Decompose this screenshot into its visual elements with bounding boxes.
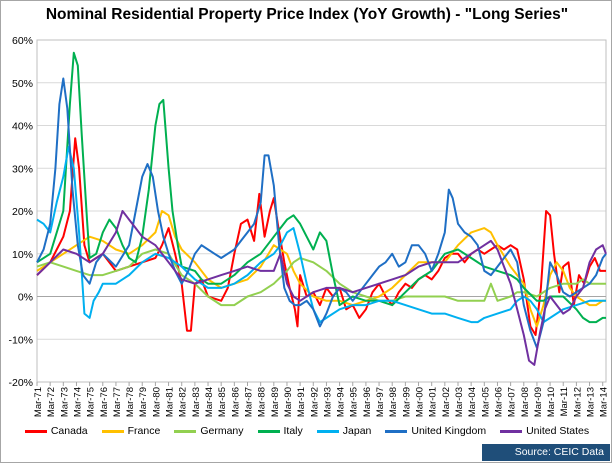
- x-tick-label: Mar-99: [401, 387, 412, 417]
- legend-swatch: [257, 429, 280, 433]
- x-tick-label: Mar-11: [559, 387, 570, 416]
- x-tick-label: Mar-05: [480, 387, 491, 417]
- x-tick-label: Mar-84: [204, 387, 215, 417]
- x-tick-label: Mar-76: [99, 387, 110, 417]
- x-tick-label: Mar-94: [336, 387, 347, 417]
- x-tick-label: Mar-90: [283, 387, 294, 417]
- y-tick-label: 10%: [12, 249, 33, 261]
- x-tick-label: Mar-10: [546, 387, 557, 417]
- x-tick-label: Mar-77: [112, 387, 123, 417]
- x-tick-label: Mar-87: [243, 387, 254, 417]
- x-tick-label: Mar-85: [217, 387, 228, 417]
- x-tick-label: Mar-79: [138, 387, 149, 417]
- legend-swatch: [174, 429, 197, 433]
- x-tick-label: Mar-03: [454, 387, 465, 417]
- chart-legend: Canada France Germany Italy Japan United King…: [0, 425, 614, 437]
- legend-item: United States: [500, 425, 589, 437]
- y-tick-label: 50%: [12, 78, 33, 90]
- y-tick-label: -20%: [8, 377, 33, 389]
- x-tick-label: Mar-08: [520, 387, 531, 417]
- y-tick-label: 60%: [12, 35, 33, 47]
- x-tick-label: Mar-12: [572, 387, 583, 417]
- x-tick-label: Mar-93: [322, 387, 333, 417]
- series-line-italy: [36, 51, 606, 324]
- x-tick-label: Mar-06: [493, 387, 504, 417]
- x-tick-label: Mar-00: [415, 387, 426, 417]
- y-tick-label: 20%: [12, 206, 33, 218]
- legend-item: Italy: [257, 425, 303, 437]
- legend-item: France: [101, 425, 161, 437]
- x-tick-label: Mar-81: [165, 387, 176, 417]
- x-tick-label: Mar-78: [125, 387, 136, 417]
- plot-area: [36, 39, 607, 383]
- legend-label: Canada: [50, 425, 88, 437]
- x-tick-label: Mar-09: [533, 387, 544, 417]
- legend-swatch: [24, 429, 47, 433]
- legend-label: Italy: [283, 425, 303, 437]
- x-tick-label: Mar-75: [86, 387, 97, 417]
- y-tick-label: -10%: [8, 334, 33, 346]
- x-tick-label: Mar-92: [309, 387, 320, 417]
- legend-item: Germany: [174, 425, 244, 437]
- x-tick-label: Mar-14: [599, 387, 610, 417]
- legend-label: United States: [526, 425, 590, 437]
- x-tick-label: Mar-02: [441, 387, 452, 417]
- chart-title: Nominal Residential Property Price Index…: [45, 6, 569, 23]
- legend-item: Japan: [316, 425, 372, 437]
- source-label: Source: CEIC Data: [482, 444, 610, 461]
- x-tick-label: Mar-72: [46, 387, 57, 417]
- x-tick-label: Mar-96: [362, 387, 373, 417]
- x-tick-label: Mar-97: [375, 387, 386, 417]
- x-tick-label: Mar-01: [428, 387, 439, 417]
- legend-swatch: [101, 429, 124, 433]
- legend-label: Germany: [200, 425, 244, 437]
- legend-label: France: [127, 425, 161, 437]
- legend-swatch: [500, 429, 523, 433]
- x-tick-label: Mar-83: [191, 387, 202, 417]
- x-tick-label: Mar-73: [59, 387, 70, 417]
- legend-swatch: [316, 429, 339, 433]
- x-tick-label: Mar-89: [270, 387, 281, 417]
- x-tick-label: Mar-91: [296, 387, 307, 417]
- legend-label: United Kingdom: [411, 425, 487, 437]
- x-tick-label: Mar-88: [257, 387, 268, 417]
- x-tick-label: Mar-82: [178, 387, 189, 417]
- y-tick-label: 30%: [12, 163, 33, 175]
- x-tick-label: Mar-04: [467, 387, 478, 417]
- x-tick-label: Mar-80: [151, 387, 162, 417]
- x-tick-label: Mar-74: [72, 387, 83, 417]
- series-line-japan: [36, 145, 606, 324]
- series-line-germany: [36, 248, 606, 307]
- legend-label: Japan: [342, 425, 372, 437]
- x-tick-label: Mar-98: [388, 387, 399, 417]
- legend-item: Canada: [24, 425, 88, 437]
- y-tick-label: 40%: [12, 121, 33, 133]
- x-tick-label: Mar-95: [349, 387, 360, 417]
- legend-swatch: [385, 429, 408, 433]
- legend-item: United Kingdom: [385, 425, 486, 437]
- series-line-united-states: [36, 210, 607, 366]
- y-tick-label: 0%: [18, 292, 33, 304]
- x-tick-label: Mar-13: [586, 387, 597, 417]
- x-tick-label: Mar-07: [507, 387, 518, 417]
- series-line-united-kingdom: [36, 77, 607, 349]
- x-tick-label: Mar-71: [33, 387, 44, 417]
- x-tick-label: Mar-86: [230, 387, 241, 417]
